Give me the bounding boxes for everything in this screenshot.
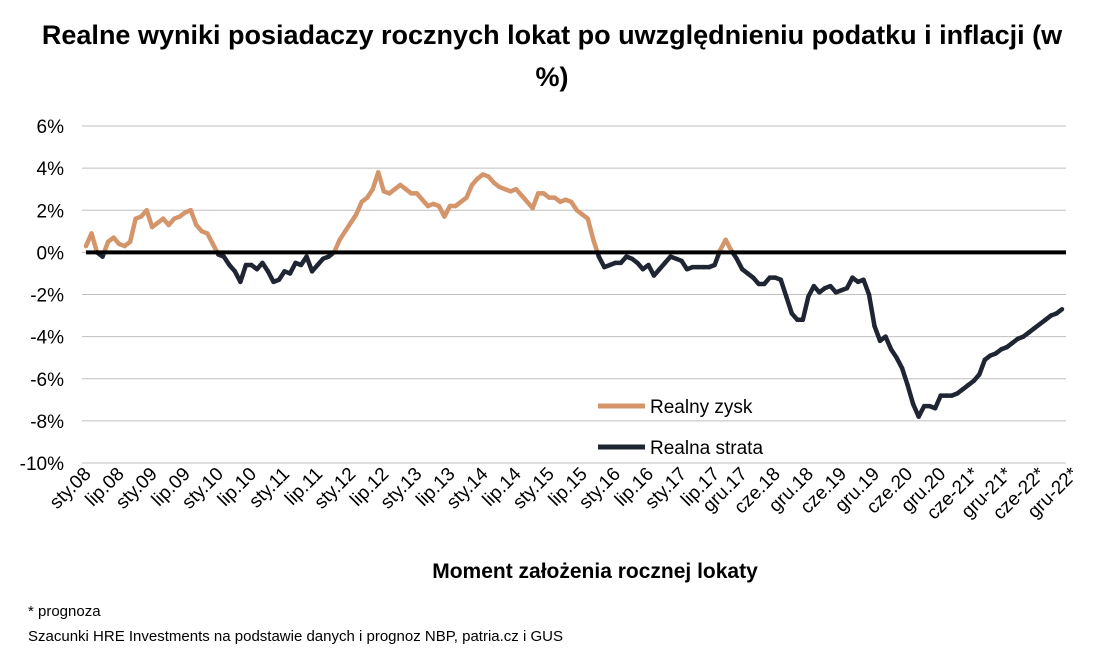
realna-strata-segment: [800, 294, 811, 323]
y-tick-label: -6%: [30, 370, 64, 391]
y-tick-label: -2%: [30, 286, 64, 307]
realny-zysk-segment: [375, 170, 387, 194]
x-axis-title: Moment założenia rocznej lokaty: [432, 560, 758, 583]
y-tick-label: -8%: [30, 412, 64, 433]
realna-strata-segment: [977, 357, 988, 377]
realna-strata-segment: [1054, 306, 1065, 316]
realna-strata-segment: [872, 323, 883, 344]
realna-strata-segment: [778, 277, 789, 299]
realna-strata-segment: [883, 334, 894, 352]
realny-zysk-segment: [464, 182, 475, 200]
legend-label: Realny zysk: [650, 397, 753, 418]
y-tick-label: 6%: [37, 117, 65, 138]
y-tick-label: -10%: [20, 454, 64, 475]
chart-title: Realne wyniki posiadaczy rocznych lokat …: [41, 20, 1063, 92]
realny-zysk-segment: [331, 237, 342, 255]
x-axis-ticks: sty.08lip.08sty.09lip.09sty.10lip.10sty.…: [46, 463, 1083, 524]
realna-strata-segment: [304, 254, 315, 274]
y-tick-label: 2%: [37, 201, 65, 222]
y-tick-label: -4%: [30, 328, 64, 349]
realna-strata-segment: [866, 292, 877, 329]
y-tick-label: 4%: [37, 159, 65, 180]
realna-strata-segment: [932, 393, 943, 411]
y-tick-label: 0%: [37, 243, 65, 264]
y-axis-ticks: -10% -8% -6% -4% -2% 0% 2% 4% 6%: [20, 117, 64, 475]
realny-zysk-segment: [353, 199, 364, 217]
realna-strata-segment: [784, 294, 795, 316]
realny-zysk-segment: [127, 216, 138, 245]
realna-strata-segment: [861, 277, 872, 297]
realny-zysk-segment: [188, 208, 199, 228]
realny-zysk-segment: [530, 191, 541, 211]
realna-strata-segment: [238, 262, 249, 285]
realna-strata-segment: [899, 365, 910, 388]
realny-zysk-segment: [144, 208, 155, 230]
forecast-note: * prognoza: [28, 603, 101, 620]
legend-label: Realna strata: [650, 438, 763, 459]
source-note: Szacunki HRE Investments na podstawie da…: [28, 628, 563, 645]
realny-zysk-segment: [89, 231, 100, 255]
realna-strata-segment: [905, 382, 916, 407]
legend: Realny zysk Realna strata: [598, 397, 763, 459]
realny-zysk-segment: [585, 216, 596, 242]
